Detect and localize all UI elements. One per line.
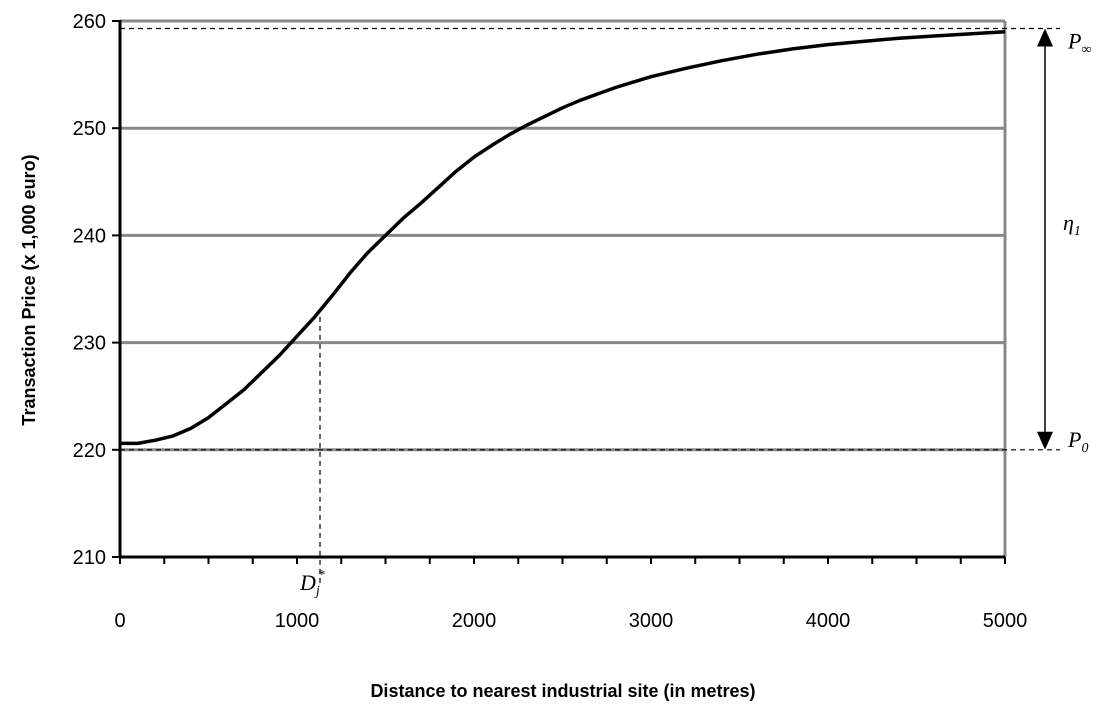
p-infinity-label: P∞	[1067, 29, 1091, 58]
axes	[112, 20, 1006, 564]
x-tick-label-2000: 2000	[452, 610, 497, 632]
annotations: P∞ P0 η1 Dj*	[120, 27, 1091, 599]
x-tick-label-3000: 3000	[629, 610, 674, 632]
y-tick-label-230: 230	[73, 333, 106, 355]
x-tick-label-4000: 4000	[806, 610, 851, 632]
tick-labels: 210 220 230 240 250 260 0 1000 2000 3000 4000 5000	[73, 11, 1028, 632]
x-tick-label-5000: 5000	[983, 610, 1028, 632]
y-tick-label-260: 260	[73, 11, 106, 33]
y-tick-label-210: 210	[73, 547, 106, 569]
gridlines	[120, 19, 1007, 557]
series-layer	[120, 29, 1006, 446]
y-axis-title: Transaction Price (x 1,000 euro)	[19, 154, 39, 425]
series-line-0	[120, 29, 1006, 446]
eta-label: η1	[1063, 210, 1081, 239]
x-axis-title: Distance to nearest industrial site (in …	[370, 681, 755, 701]
y-tick-label-250: 250	[73, 118, 106, 140]
y-tick-label-220: 220	[73, 440, 106, 462]
x-tick-label-1000: 1000	[275, 610, 320, 632]
d-star-label: Dj*	[299, 568, 325, 599]
x-tick-label-0: 0	[114, 610, 125, 632]
eta-arrow-head-down	[1037, 431, 1053, 450]
eta-arrow-head-up	[1037, 28, 1053, 47]
y-tick-label-240: 240	[73, 225, 106, 247]
p-zero-label: P0	[1067, 427, 1088, 456]
